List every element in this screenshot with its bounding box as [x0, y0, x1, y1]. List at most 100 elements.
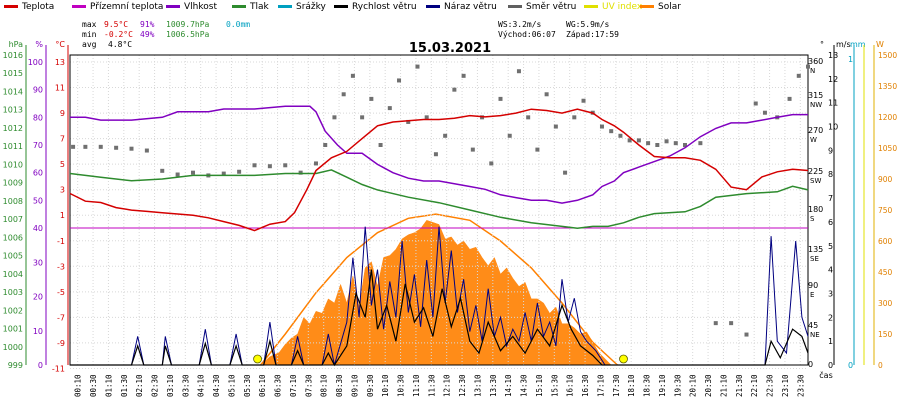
axis-tick-humidity: 80 [33, 113, 43, 122]
axis-tick-wind-dir: 270 [808, 126, 823, 135]
pressure-line [69, 169, 809, 229]
axis-unit-wind-dir: ° [820, 40, 824, 49]
axis-tick-humidity: 40 [33, 224, 43, 233]
legend: Teplota Přízemní teplota Vlhkost Tlak Sr… [0, 0, 900, 16]
x-tick-label: 11:10 [412, 374, 421, 397]
wind-direction-point [83, 144, 88, 149]
axis-tick-temp: -11 [52, 364, 65, 373]
axis-tick-solar: 300 [878, 299, 893, 308]
wind-direction-point [581, 98, 586, 103]
wind-direction-point [516, 69, 521, 74]
wind-direction-point [544, 92, 549, 97]
stat-max-rain: 0.0mm [226, 20, 251, 29]
wind-direction-point [563, 170, 568, 175]
legend-item-tlak: Tlak [232, 2, 269, 12]
wind-direction-point [160, 168, 165, 173]
x-tick-label: 20:10 [689, 374, 698, 397]
axis-tick-hpa: 1001 [3, 325, 23, 334]
wind-direction-point [806, 64, 810, 69]
axes-layer: 00:10 00:30 01:10 01:30 02:10 02:30 03:10 03:30… [3, 40, 898, 397]
legend-item-vlhkost: Vlhkost [166, 2, 217, 12]
x-tick-label: 14:30 [520, 374, 529, 397]
axis-tick-wind-dir: 225 [808, 167, 823, 176]
axis-tick-rain: 1 [848, 55, 853, 64]
axis-tick-hpa: 1009 [3, 179, 23, 188]
x-tick-label: 17:30 [612, 374, 621, 397]
x-tick-label: 23:30 [796, 374, 805, 397]
axis-tick-wind-dir-name: N [810, 67, 815, 75]
x-tick-label: 03:30 [181, 374, 190, 397]
x-tick-label: 13:30 [489, 374, 498, 397]
wind-direction-point [378, 143, 383, 147]
axis-tick-temp: 7 [60, 135, 65, 144]
wind-direction-point [114, 145, 119, 150]
wind-direction-point [553, 124, 558, 129]
x-tick-label: 05:30 [243, 374, 252, 397]
stat-wg: WG:5.9m/s [566, 20, 610, 29]
axis-tick-hpa: 1003 [3, 288, 23, 297]
wind-direction-point [729, 321, 734, 326]
wind-direction-point [298, 170, 303, 175]
x-tick-label: 12:30 [458, 374, 467, 397]
axis-tick-hpa: 1002 [3, 306, 23, 315]
axis-tick-temp: -9 [57, 339, 65, 348]
stat-min-temp: -0.2°C [104, 30, 133, 39]
wind-direction-point [713, 321, 718, 326]
x-tick-label: 05:10 [227, 374, 236, 397]
x-tick-label: 10:30 [397, 374, 406, 397]
wind-direction-point [655, 143, 660, 147]
x-tick-label: 12:10 [443, 374, 452, 397]
legend-item-naraz-vetru: Náraz větru [426, 2, 497, 12]
axis-tick-hpa: 1004 [3, 270, 23, 279]
axis-tick-humidity: 70 [33, 141, 43, 150]
axis-tick-solar: 1050 [878, 144, 897, 153]
axis-tick-solar: 600 [878, 237, 893, 246]
axis-tick-wind-speed: 2 [828, 313, 833, 322]
axis-tick-solar: 1500 [878, 51, 897, 60]
axis-tick-wind-speed: 0 [828, 361, 833, 370]
axis-tick-wind-speed: 5 [828, 242, 833, 251]
wind-direction-point [314, 161, 318, 166]
axis-tick-hpa: 1013 [3, 106, 23, 115]
x-tick-label: 22:30 [766, 374, 775, 397]
wind-direction-point [753, 101, 758, 106]
wind-direction-point [572, 115, 577, 120]
stat-min-hum: 49% [140, 30, 155, 39]
wind-direction-point [350, 73, 355, 78]
axis-tick-wind-dir-name: E [810, 291, 814, 299]
x-tick-label: 20:30 [704, 374, 713, 397]
wind-direction-point [323, 143, 328, 147]
x-tick-label: 10:10 [381, 374, 390, 397]
wind-direction-point [360, 115, 365, 120]
axis-tick-solar: 150 [878, 330, 893, 339]
x-tick-label: 17:10 [596, 374, 605, 397]
wind-direction-point [98, 144, 103, 149]
wind-direction-point [433, 152, 438, 157]
x-axis-label: čas [819, 370, 832, 380]
chart-title: 15.03.2021 [409, 41, 491, 56]
axis-tick-wind-speed: 13 [828, 51, 838, 60]
wind-direction-point [526, 115, 531, 120]
axis-tick-humidity: 10 [33, 327, 43, 336]
x-tick-label: 21:10 [719, 374, 728, 397]
axis-tick-wind-dir-name: SW [810, 177, 821, 185]
axis-tick-wind-dir: 360 [808, 57, 823, 66]
legend-item-rychlost-vetru: Rychlost větru [334, 2, 417, 12]
x-tick-label: 04:10 [197, 374, 206, 397]
wind-direction-point [744, 332, 749, 337]
wind-direction-point [646, 141, 651, 146]
stat-min-press: 1006.5hPa [166, 30, 210, 39]
x-tick-label: 07:10 [289, 374, 298, 397]
wind-direction-point [664, 139, 669, 144]
x-tick-label: 16:30 [581, 374, 590, 397]
solar-theoretical-layer [260, 213, 618, 366]
axis-tick-temp: -7 [57, 313, 65, 322]
axis-tick-humidity: 100 [28, 58, 43, 67]
wind-direction-point [535, 147, 540, 152]
legend-item-smer-vetru: Směr větru [508, 2, 576, 12]
solar-theoretical-line [260, 213, 618, 366]
x-tick-label: 19:10 [658, 374, 667, 397]
wind-direction-point [498, 96, 503, 101]
axis-tick-wind-speed: 6 [828, 218, 833, 227]
wind-direction-point [609, 129, 614, 134]
